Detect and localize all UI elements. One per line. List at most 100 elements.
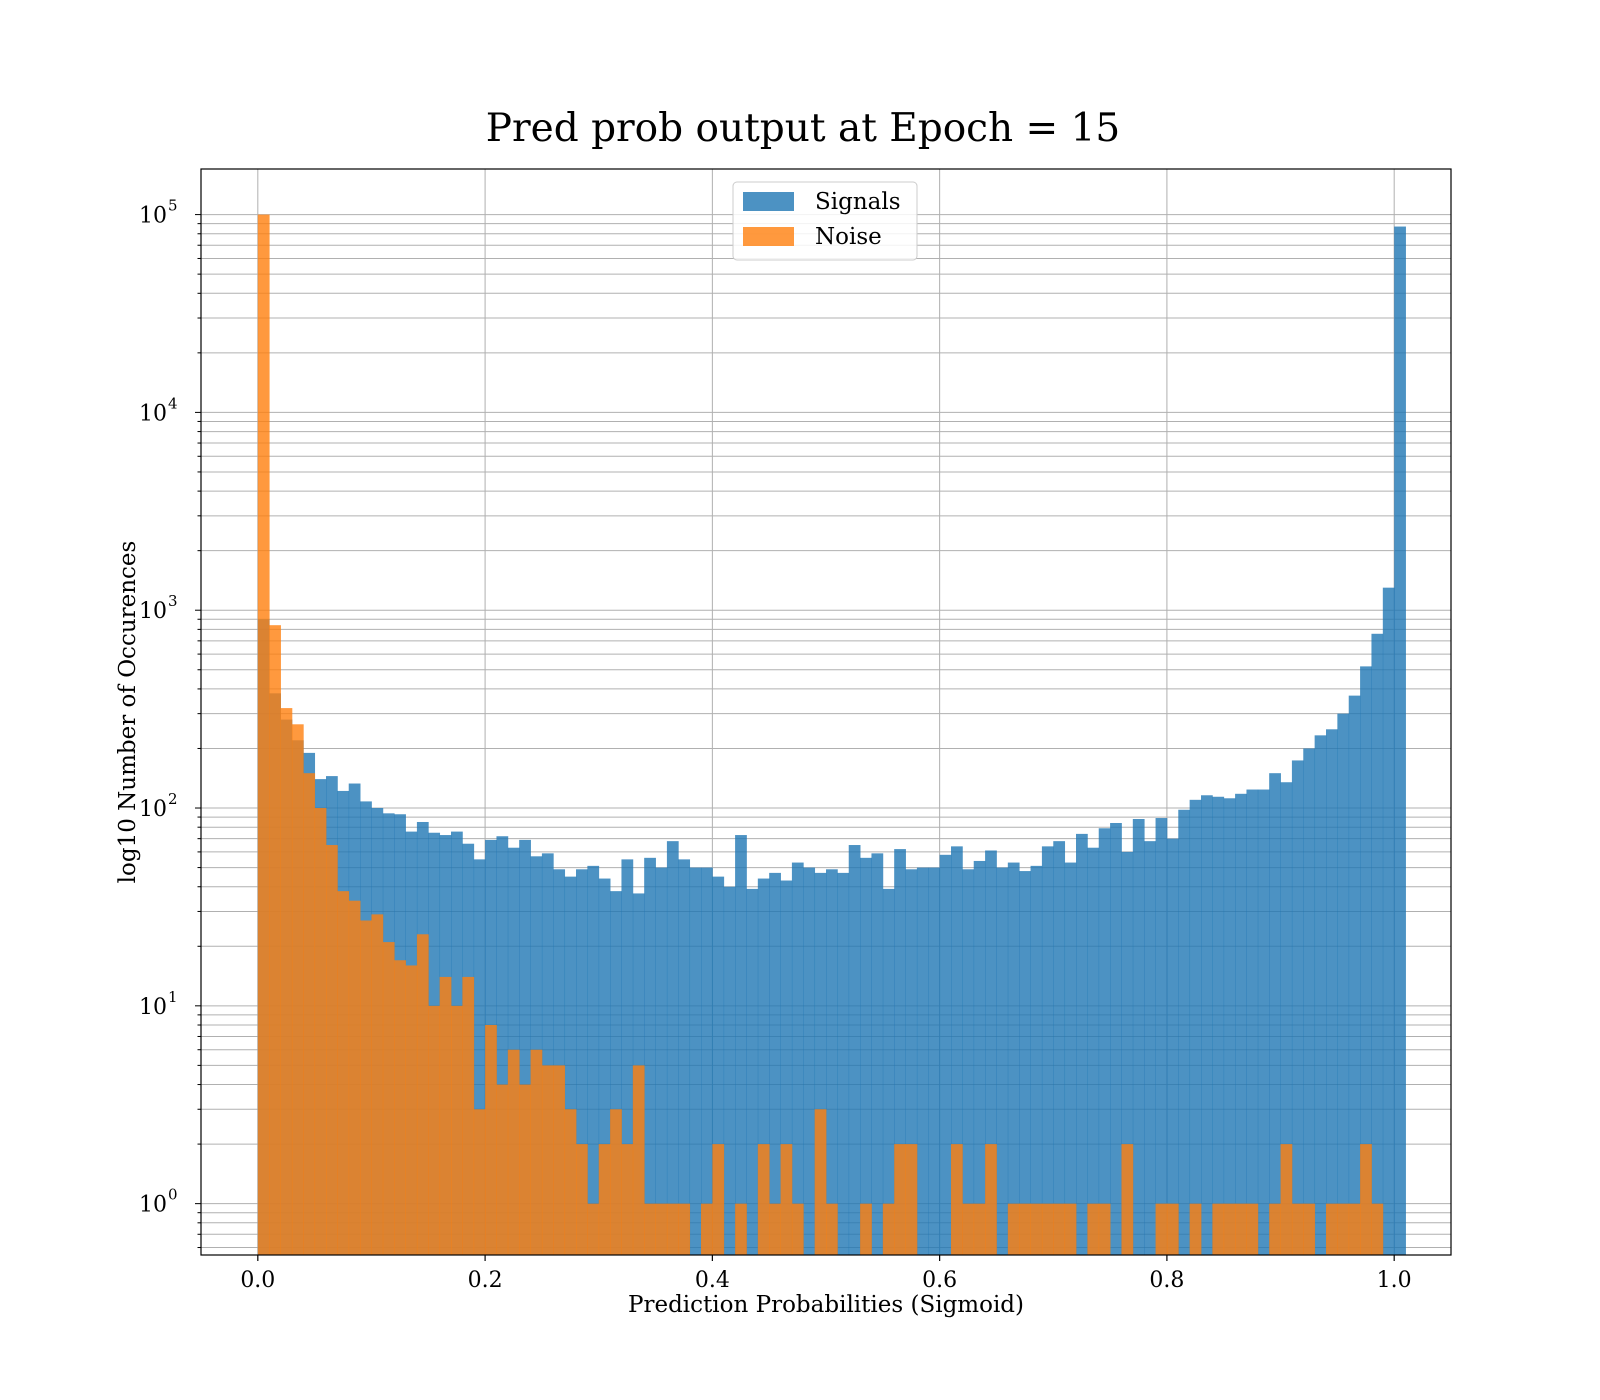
signals-bar	[939, 854, 952, 1255]
noise-bar	[326, 845, 338, 1255]
signals-bar	[757, 878, 770, 1255]
signals-bar	[1257, 789, 1270, 1255]
noise-bar	[394, 960, 406, 1255]
noise-bar	[655, 1203, 668, 1255]
signals-bar	[1337, 713, 1350, 1255]
noise-bar	[348, 900, 361, 1255]
y-tick-exponent: 4	[168, 394, 178, 412]
signals-bar	[576, 869, 588, 1255]
signals-bar	[1246, 789, 1259, 1255]
signals-bar	[621, 859, 634, 1255]
noise-bar	[701, 1203, 713, 1255]
noise-bar	[1371, 1203, 1384, 1255]
noise-bar	[1303, 1203, 1316, 1255]
noise-bar	[576, 1144, 588, 1255]
noise-bar	[610, 1109, 622, 1255]
noise-bar	[1041, 1203, 1054, 1255]
noise-bar	[428, 1005, 441, 1255]
legend-noise-label: Noise	[815, 224, 882, 250]
noise-bar	[519, 1084, 531, 1255]
signals-bar	[1144, 841, 1156, 1255]
legend-signals-label: Signals	[815, 189, 901, 215]
noise-bar	[1166, 1203, 1179, 1255]
y-tick-exponent: 3	[168, 592, 178, 610]
signals-bar	[473, 859, 486, 1255]
noise-bar	[337, 891, 350, 1255]
noise-bar	[735, 1203, 747, 1255]
noise-bar	[1019, 1203, 1031, 1255]
noise-bar	[666, 1203, 679, 1255]
signals-bar	[996, 867, 1009, 1255]
y-tick-label: 10	[139, 599, 167, 624]
noise-bar	[644, 1203, 656, 1255]
noise-bar	[382, 942, 395, 1255]
noise-bar	[632, 1065, 645, 1255]
signals-bar	[814, 872, 827, 1255]
signals-bar	[723, 886, 736, 1255]
noise-bar	[1189, 1203, 1202, 1255]
noise-bar	[1030, 1203, 1043, 1255]
signals-bar	[848, 845, 861, 1255]
signals-bar	[1223, 798, 1236, 1255]
noise-bar	[1087, 1203, 1100, 1255]
noise-bar	[678, 1203, 691, 1255]
signals-bar	[1394, 226, 1406, 1256]
signals-bar	[973, 860, 986, 1255]
noise-bar	[564, 1109, 577, 1255]
signals-bar	[1030, 865, 1043, 1255]
noise-bar	[1280, 1144, 1293, 1255]
noise-bar	[462, 976, 475, 1255]
signals-bar	[791, 862, 804, 1255]
noise-bar	[780, 1144, 793, 1255]
signals-bar	[860, 857, 872, 1255]
signals-bar	[666, 841, 679, 1255]
signals-bar	[916, 867, 929, 1255]
noise-bar	[1155, 1203, 1168, 1255]
signals-bar	[1178, 809, 1191, 1255]
signals-bar	[871, 853, 884, 1255]
signals-bar	[1235, 793, 1247, 1255]
signals-bar	[1291, 760, 1304, 1255]
signals-bar	[564, 876, 577, 1255]
noise-bar	[553, 1065, 566, 1255]
noise-bar	[951, 1144, 963, 1255]
signals-bar	[1326, 729, 1338, 1255]
x-tick-label: 0.2	[468, 1268, 503, 1293]
y-tick-label: 10	[139, 995, 167, 1020]
signals-bar	[735, 835, 747, 1255]
y-tick-label: 10	[139, 1193, 167, 1218]
signals-bar	[541, 853, 554, 1255]
noise-bar	[439, 976, 452, 1255]
noise-bar	[973, 1203, 986, 1255]
signals-bar	[1132, 819, 1145, 1255]
x-tick-label: 0.0	[240, 1268, 275, 1293]
noise-bar	[985, 1144, 997, 1255]
noise-bar	[1007, 1203, 1020, 1255]
signals-bar	[1348, 695, 1361, 1255]
noise-bar	[1246, 1203, 1259, 1255]
signals-bar	[587, 865, 600, 1255]
noise-bar	[473, 1109, 486, 1255]
legend-signals-swatch	[743, 192, 794, 211]
y-tick-exponent: 2	[168, 790, 178, 808]
noise-bar	[1360, 1144, 1372, 1255]
noise-bar	[962, 1203, 975, 1255]
signals-bar	[837, 872, 850, 1255]
noise-bar	[769, 1203, 781, 1255]
noise-bar	[1121, 1144, 1134, 1255]
noise-bar	[621, 1144, 634, 1255]
noise-bars	[257, 214, 1384, 1256]
noise-bar	[405, 965, 418, 1255]
signals-bar	[1189, 799, 1202, 1255]
signals-bar	[905, 869, 918, 1255]
signals-bar	[1007, 862, 1020, 1255]
noise-bar	[757, 1144, 770, 1255]
noise-bar	[894, 1144, 906, 1255]
signals-bar	[962, 869, 975, 1255]
noise-bar	[314, 808, 327, 1255]
noise-bar	[882, 1203, 895, 1255]
signals-bar	[655, 867, 668, 1255]
signals-bar	[894, 849, 906, 1255]
signals-bar	[1166, 838, 1179, 1255]
